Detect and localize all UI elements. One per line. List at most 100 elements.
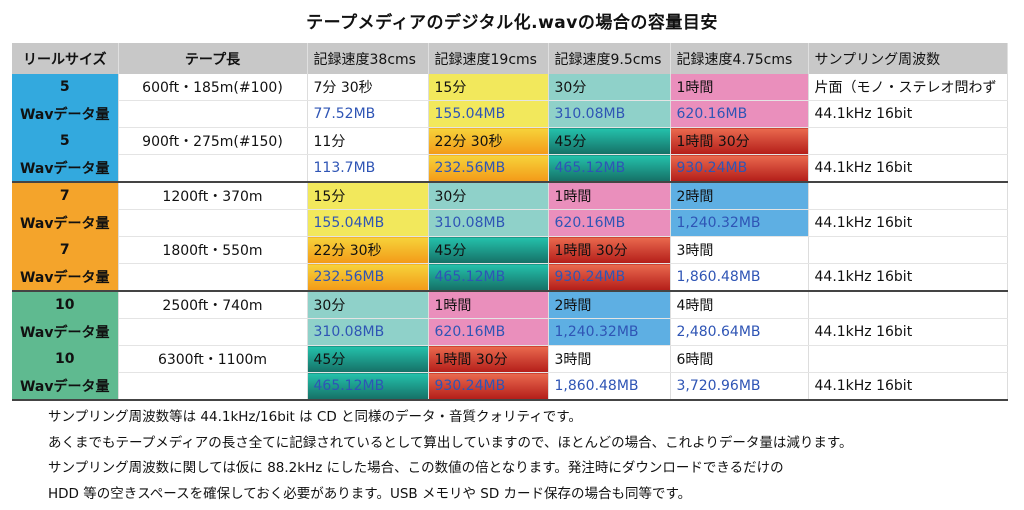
table-row: 7 1200ft・370m 15分 30分 1時間 2時間 — [12, 182, 1008, 210]
column-header: テープ長 — [118, 43, 308, 74]
size-cell: 2,480.64MB — [670, 318, 809, 346]
sampling-cell — [808, 345, 1008, 373]
data-size-label: Wavデータ量 — [12, 263, 119, 292]
duration-cell: 1時間 — [548, 182, 671, 210]
size-cell: 930.24MB — [428, 372, 549, 401]
table-row: Wavデータ量 155.04MB 310.08MB 620.16MB 1,240.32M… — [12, 209, 1008, 237]
page-title: テープメディアのデジタル化.wavの場合の容量目安 — [306, 13, 718, 33]
duration-cell: 1時間 30分 — [670, 127, 809, 155]
table-row: Wavデータ量 77.52MB 155.04MB 310.08MB 620.16MB 44… — [12, 100, 1008, 128]
note-line: あくまでもテープメディアの長さ全てに記録されているとして算出していますので、ほと… — [48, 434, 853, 451]
sampling-cell — [808, 236, 1008, 264]
reel-size: 10 — [12, 345, 119, 373]
reel-size: 5 — [12, 74, 119, 101]
reel-size: 7 — [12, 182, 119, 210]
size-cell: 310.08MB — [548, 100, 671, 128]
sampling-cell: 44.1kHz 16bit — [808, 154, 1008, 183]
table-row: 5 900ft・275m(#150) 11分 22分 30秒 45分 1時間 30分 — [12, 127, 1008, 155]
duration-cell: 15分 — [428, 74, 549, 101]
sampling-cell: 44.1kHz 16bit — [808, 318, 1008, 346]
duration-cell: 4時間 — [670, 291, 809, 319]
duration-cell: 7分 30秒 — [307, 74, 429, 101]
note-line: サンプリング周波数等は 44.1kHz/16bit は CD と同様のデータ・音… — [48, 409, 582, 425]
size-cell: 465.12MB — [548, 154, 671, 183]
tape-length: 2500ft・740m — [118, 291, 308, 319]
data-size-label: Wavデータ量 — [12, 100, 119, 128]
size-cell: 232.56MB — [307, 263, 429, 292]
column-header: 記録速度38cms — [307, 43, 429, 74]
duration-cell: 1時間 30分 — [548, 236, 671, 264]
size-cell: 3,720.96MB — [670, 372, 809, 401]
tape-length: 900ft・275m(#150) — [118, 127, 308, 155]
column-header: 記録速度9.5cms — [548, 43, 671, 74]
size-cell: 1,240.32MB — [670, 209, 809, 237]
sampling-cell — [808, 291, 1008, 319]
size-cell: 930.24MB — [548, 263, 671, 292]
duration-cell: 1時間 — [428, 291, 549, 319]
data-size-label: Wavデータ量 — [12, 318, 119, 346]
duration-cell: 15分 — [307, 182, 429, 210]
tape-length: 1200ft・370m — [118, 182, 308, 210]
size-cell: 465.12MB — [307, 372, 429, 401]
duration-cell: 45分 — [307, 345, 429, 373]
duration-cell: 22分 30秒 — [307, 236, 429, 264]
tape-length: 600ft・185m(#100) — [118, 74, 308, 101]
note-line: サンプリング周波数に関しては仮に 88.2kHz にした場合、この数値の倍となり… — [48, 460, 784, 476]
sampling-cell: 44.1kHz 16bit — [808, 263, 1008, 292]
notes: サンプリング周波数等は 44.1kHz/16bit は CD と同様のデータ・音… — [48, 405, 852, 507]
table-row: 7 1800ft・550m 22分 30秒 45分 1時間 30分 3時間 — [12, 236, 1008, 264]
duration-cell: 2時間 — [548, 291, 671, 319]
column-header: 記録速度19cms — [428, 43, 549, 74]
size-cell: 232.56MB — [428, 154, 549, 183]
duration-cell: 2時間 — [670, 182, 809, 210]
empty-cell — [118, 263, 308, 292]
empty-cell — [118, 100, 308, 128]
sampling-cell: 44.1kHz 16bit — [808, 372, 1008, 401]
sampling-cell — [808, 182, 1008, 210]
duration-cell: 1時間 — [670, 74, 809, 101]
table-row: 5 600ft・185m(#100) 7分 30秒 15分 30分 1時間 片面（モノ・ステ… — [12, 74, 1008, 101]
duration-cell: 22分 30秒 — [428, 127, 549, 155]
duration-cell: 30分 — [307, 291, 429, 319]
size-cell: 620.16MB — [548, 209, 671, 237]
duration-cell: 45分 — [548, 127, 671, 155]
sampling-cell: 片面（モノ・ステレオ問わず — [808, 74, 1008, 101]
duration-cell: 45分 — [428, 236, 549, 264]
data-size-label: Wavデータ量 — [12, 209, 119, 237]
tape-length: 6300ft・1100m — [118, 345, 308, 373]
sampling-cell: 44.1kHz 16bit — [808, 100, 1008, 128]
size-cell: 1,240.32MB — [548, 318, 671, 346]
duration-cell: 3時間 — [670, 236, 809, 264]
empty-cell — [118, 209, 308, 237]
reel-size: 5 — [12, 127, 119, 155]
empty-cell — [118, 318, 308, 346]
column-header: サンプリング周波数 — [808, 43, 1008, 74]
column-header: 記録速度4.75cms — [670, 43, 809, 74]
size-cell: 155.04MB — [428, 100, 549, 128]
reel-size: 10 — [12, 291, 119, 319]
size-cell: 155.04MB — [307, 209, 429, 237]
duration-cell: 30分 — [428, 182, 549, 210]
duration-cell: 11分 — [307, 127, 429, 155]
size-cell: 1,860.48MB — [670, 263, 809, 292]
data-size-label: Wavデータ量 — [12, 154, 119, 183]
size-cell: 1,860.48MB — [548, 372, 671, 401]
table-row: Wavデータ量 465.12MB 930.24MB 1,860.48MB 3,720.9… — [12, 372, 1008, 401]
size-cell: 465.12MB — [428, 263, 549, 292]
duration-cell: 3時間 — [548, 345, 671, 373]
empty-cell — [118, 154, 308, 183]
size-cell: 77.52MB — [307, 100, 429, 128]
reel-size: 7 — [12, 236, 119, 264]
table-row: Wavデータ量 232.56MB 465.12MB 930.24MB 1,860.48M… — [12, 263, 1008, 292]
table-row: 10 2500ft・740m 30分 1時間 2時間 4時間 — [12, 291, 1008, 319]
capacity-table: リールサイズ テープ長 記録速度38cms 記録速度19cms 記録速度9.5cms 記録… — [12, 43, 1008, 401]
table-row: 10 6300ft・1100m 45分 1時間 30分 3時間 6時間 — [12, 345, 1008, 373]
note-line: HDD 等の空きスペースを確保しておく必要があります。USB メモリや SD カ… — [48, 485, 692, 502]
duration-cell: 30分 — [548, 74, 671, 101]
sampling-cell — [808, 127, 1008, 155]
table-row: Wavデータ量 113.7MB 232.56MB 465.12MB 930.24MB 44… — [12, 154, 1008, 183]
size-cell: 310.08MB — [428, 209, 549, 237]
data-size-label: Wavデータ量 — [12, 372, 119, 401]
header-row: リールサイズ テープ長 記録速度38cms 記録速度19cms 記録速度9.5cms 記録… — [12, 43, 1008, 74]
column-header: リールサイズ — [12, 43, 119, 74]
